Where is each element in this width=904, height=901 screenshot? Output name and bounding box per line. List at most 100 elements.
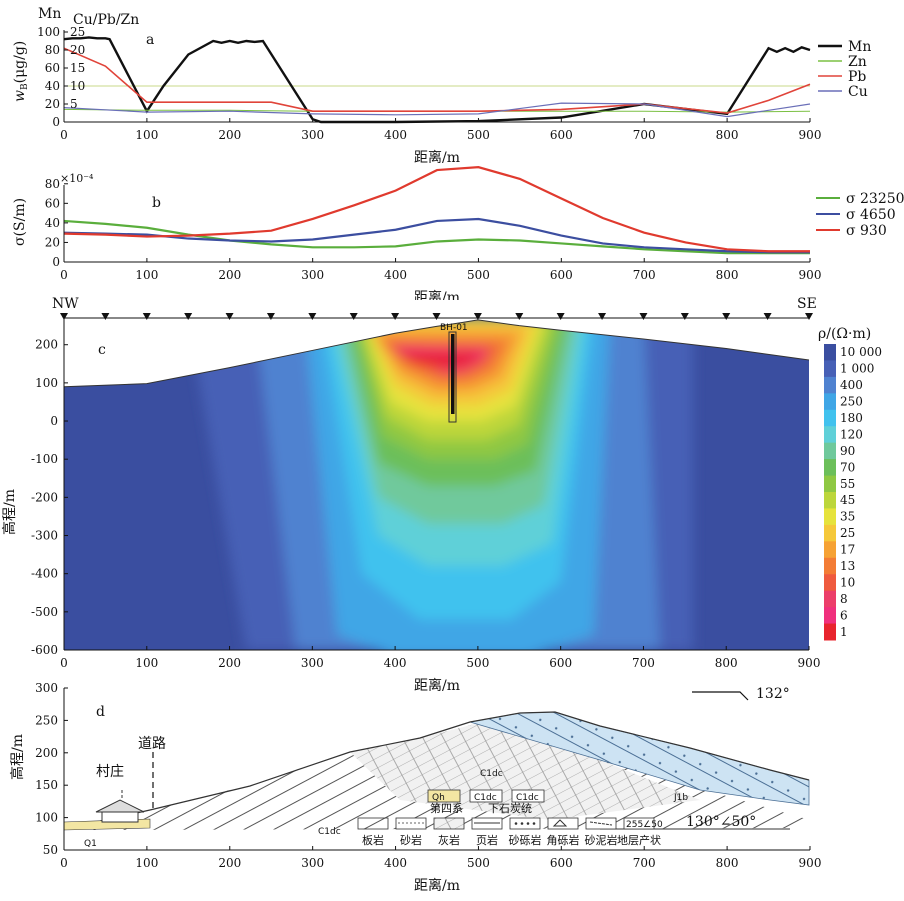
x-tick-label: 0 xyxy=(60,268,68,282)
panel-d-village-icon xyxy=(95,790,145,823)
legend-label-zn: Zn xyxy=(848,54,867,70)
colorbar-label: 45 xyxy=(840,493,855,507)
colorbar-swatch xyxy=(824,557,836,575)
y-tick-label: 60 xyxy=(45,196,60,210)
colorbar-label: 10 000 xyxy=(840,345,882,359)
x-tick-label: 100 xyxy=(135,128,158,142)
x-tick-label: 600 xyxy=(550,856,573,870)
x-tick-label: 100 xyxy=(135,656,158,670)
resistivity-contours xyxy=(188,318,694,650)
legend-bottom-box xyxy=(433,817,465,830)
y-tick-label: 25 xyxy=(70,25,85,39)
colorbar-swatch xyxy=(824,492,836,509)
panel-b-label: b xyxy=(152,195,161,211)
x-tick-label: 100 xyxy=(135,856,158,870)
x-tick-label: 500 xyxy=(467,856,490,870)
legend-bottom-label: 砂岩 xyxy=(400,833,422,847)
series-line-1 xyxy=(63,217,810,254)
y-tick-label: -200 xyxy=(31,490,58,504)
colorbar-swatch xyxy=(824,360,836,378)
x-tick-label: 500 xyxy=(467,128,490,142)
x-tick-label: 700 xyxy=(633,128,656,142)
station-marker xyxy=(680,313,689,320)
colorbar-label: 17 xyxy=(840,543,855,557)
colorbar-label: 90 xyxy=(840,444,855,458)
y-tick-label: 0 xyxy=(50,414,58,428)
panel-d-attitude-label: 130°∠50° xyxy=(686,814,756,830)
legend-tri xyxy=(552,819,568,827)
legend-bottom-label: 角砾岩 xyxy=(547,833,580,847)
y-tick-label: 100 xyxy=(35,376,58,390)
series-line-cu xyxy=(63,102,811,118)
legend-bottom-box xyxy=(585,817,617,830)
y-tick-label: 80 xyxy=(45,43,60,57)
panel-d-road-label: 道路 xyxy=(138,736,166,752)
panel-b-multiplier: ×10⁻⁴ xyxy=(60,172,94,185)
y-tick-label: -400 xyxy=(31,567,58,581)
x-tick-label: 200 xyxy=(218,268,241,282)
panel-c-chart: BH-01 0 100 200 300 400 500 600 700 800 900 -600-… xyxy=(1,296,882,694)
legend-attitude-sample: 255∠50 xyxy=(626,820,663,830)
station-marker xyxy=(184,313,193,320)
y-tick-label: 50 xyxy=(43,843,58,857)
y-tick-label: -300 xyxy=(31,529,58,543)
panel-a-ylabel: wB(μg/g) xyxy=(12,41,30,102)
x-tick-label: 800 xyxy=(715,656,738,670)
legend-label-mn: Mn xyxy=(848,39,871,55)
panel-c-terrain-line xyxy=(63,319,810,388)
x-tick-label: 800 xyxy=(716,268,739,282)
colorbar-swatch xyxy=(824,459,836,477)
colorbar-label: 13 xyxy=(840,559,855,573)
colorbar-swatch xyxy=(824,524,836,542)
y-tick-label: 300 xyxy=(35,681,58,695)
series-line-mn xyxy=(63,36,811,124)
legend-bottom-box xyxy=(509,817,541,830)
legend-bottom-label: 地层产状 xyxy=(617,833,661,847)
panel-a-mn-axis-title: Mn xyxy=(38,6,61,22)
legend-bottom-box xyxy=(623,817,655,830)
legend-bottom-label: 砂砾岩 xyxy=(509,833,542,847)
series-line-pb xyxy=(63,47,811,114)
station-marker xyxy=(225,313,234,320)
station-marker xyxy=(391,313,400,320)
x-tick-label: 700 xyxy=(632,656,655,670)
y-tick-label: 20 xyxy=(70,43,85,57)
station-marker xyxy=(598,313,607,320)
y-tick-label: 200 xyxy=(35,338,58,352)
legend-bottom-label: 页岩 xyxy=(476,833,498,847)
station-marker xyxy=(763,313,772,320)
legend-bottom-label: 灰岩 xyxy=(438,833,460,847)
panel-c-se-label: SE xyxy=(797,296,817,312)
legend-label-0: σ 23250 xyxy=(846,191,904,207)
panel-d-orientation-arrow xyxy=(692,691,749,701)
y-tick-label: 20 xyxy=(45,235,60,249)
panel-d-unit-label: C1dc xyxy=(318,827,341,837)
y-tick-label: -500 xyxy=(31,605,58,619)
colorbar-label: 180 xyxy=(840,411,863,425)
x-tick-label: 900 xyxy=(799,128,822,142)
station-marker xyxy=(805,313,813,320)
station-marker xyxy=(266,313,275,320)
colorbar-swatch xyxy=(824,475,836,493)
panel-c-nw-label: NW xyxy=(52,296,79,312)
panel-c-label: c xyxy=(98,342,106,358)
x-tick-label: 200 xyxy=(218,856,241,870)
x-tick-label: 300 xyxy=(301,268,324,282)
x-tick-label: 700 xyxy=(633,856,656,870)
panel-d-orientation-label: 132° xyxy=(756,686,790,702)
station-marker xyxy=(308,313,317,320)
panel-d-unit-label: J1b xyxy=(673,793,688,803)
panel-d-topography xyxy=(63,711,810,830)
panel-d-ylabel: 高程/m xyxy=(9,734,26,780)
colorbar-swatch xyxy=(824,623,836,641)
legend-top-code: C1dc xyxy=(474,793,497,803)
y-tick-label: 150 xyxy=(35,778,58,792)
x-tick-label: 300 xyxy=(301,128,324,142)
colorbar-label: 35 xyxy=(840,510,855,524)
colorbar-swatch xyxy=(824,574,836,592)
panel-d-label: d xyxy=(96,704,105,720)
colorbar-label: 10 xyxy=(840,575,855,589)
y-tick-label: 100 xyxy=(35,811,58,825)
y-tick-label: 80 xyxy=(45,177,60,191)
